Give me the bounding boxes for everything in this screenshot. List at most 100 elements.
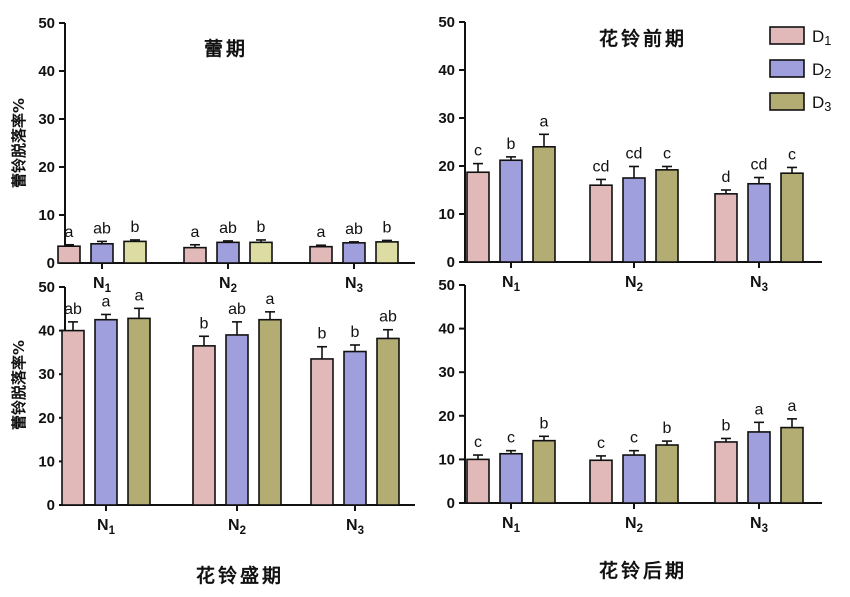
y-tick-label-bud: 10	[38, 207, 55, 224]
significance-label-early: c	[474, 143, 482, 160]
significance-label-early: b	[507, 136, 516, 153]
bar-late-D2-n2	[622, 454, 646, 504]
significance-label-full: a	[102, 293, 111, 310]
x-tick-label-full: N2	[228, 517, 246, 537]
chart-bud: 蕾期 0 10 20 30 40 50 a ab b N1 a ab b N2 a ab b N3	[38, 15, 415, 295]
significance-label-bud: a	[191, 224, 200, 241]
y-axis-title-bottom: 蕾铃脱落率%	[10, 340, 28, 430]
bar-early-D2-n1	[499, 159, 523, 263]
bar-early-D3-n1	[532, 146, 556, 263]
significance-label-bud: ab	[93, 220, 111, 237]
x-tick-label-early: N3	[750, 274, 768, 294]
bar-full-D2-n2	[225, 334, 249, 506]
legend-label-D2: D2	[812, 60, 831, 81]
significance-label-late: c	[474, 434, 482, 451]
bar-bud-D1-n2	[183, 246, 207, 264]
chart-title-late: 花铃后期	[599, 559, 687, 582]
y-tick-label-early: 10	[438, 206, 455, 223]
bar-bud-D3-n3	[375, 241, 399, 264]
legend-label-D3: D3	[812, 93, 831, 114]
y-tick-label-early: 20	[438, 158, 455, 175]
bar-late-D1-n2	[589, 459, 613, 504]
chart-title-early: 花铃前期	[599, 27, 687, 50]
y-tick-label-late: 40	[438, 321, 455, 338]
x-tick-label-late: N1	[502, 515, 521, 535]
y-tick-label-bud: 30	[38, 111, 55, 128]
x-tick-label-late: N3	[750, 515, 768, 535]
y-axis-title-top: 蕾铃脱落率%	[10, 98, 28, 188]
bar-bud-D3-n2	[249, 241, 273, 264]
significance-label-bud: b	[257, 219, 266, 236]
significance-label-bud: ab	[219, 220, 237, 237]
y-tick-label-full: 40	[38, 323, 55, 340]
bar-bud-D1-n3	[309, 245, 333, 264]
y-tick-label-late: 10	[438, 451, 455, 468]
bar-late-D3-n1	[532, 439, 556, 504]
significance-label-late: c	[630, 430, 638, 447]
significance-label-bud: ab	[345, 221, 363, 238]
bar-early-D1-n3	[714, 193, 738, 263]
significance-label-full: b	[200, 315, 209, 332]
bar-early-D3-n2	[655, 169, 679, 263]
bar-bud-D2-n2	[216, 241, 240, 264]
bar-bud-D1-n1	[57, 245, 81, 264]
legend-swatch-D3	[769, 92, 805, 111]
y-tick-label-full: 20	[38, 410, 55, 427]
chart-title-bud: 蕾期	[204, 38, 248, 60]
y-tick-label-late: 0	[447, 495, 455, 512]
x-tick-label-bud: N2	[219, 275, 237, 295]
significance-label-full: b	[318, 326, 327, 343]
bar-early-D1-n1	[466, 171, 490, 263]
significance-label-early: c	[788, 146, 796, 163]
bar-full-D1-n3	[310, 358, 334, 506]
significance-label-full: ab	[228, 301, 246, 318]
y-tick-label-full: 10	[38, 453, 55, 470]
significance-label-late: c	[597, 435, 605, 452]
x-tick-label-full: N1	[97, 517, 116, 537]
bar-early-D2-n3	[747, 182, 771, 263]
bar-late-D1-n1	[466, 458, 490, 504]
bar-full-D3-n3	[376, 337, 400, 506]
y-tick-label-late: 30	[438, 364, 455, 381]
legend-swatch-D1	[769, 26, 805, 45]
significance-label-full: ab	[64, 301, 82, 318]
significance-label-early: d	[722, 169, 731, 186]
bar-bud-D3-n1	[123, 240, 147, 264]
y-tick-label-bud: 40	[38, 63, 55, 80]
legend-swatch-D2	[769, 59, 805, 78]
significance-label-full: b	[351, 324, 360, 341]
chart-full: 花铃盛期 0 10 20 30 40 50 ab a a N1 b ab a N2 b b ab N3	[38, 279, 415, 587]
x-tick-label-early: N2	[625, 274, 643, 294]
significance-label-bud: a	[317, 224, 326, 241]
y-tick-label-full: 30	[38, 366, 55, 383]
bar-full-D3-n1	[127, 317, 151, 506]
significance-label-full: a	[135, 287, 144, 304]
x-tick-label-bud: N1	[93, 275, 112, 295]
y-tick-label-early: 50	[438, 14, 455, 31]
y-tick-label-late: 20	[438, 408, 455, 425]
significance-label-late: b	[722, 417, 731, 434]
bar-late-D3-n2	[655, 444, 679, 504]
x-tick-label-full: N3	[346, 517, 364, 537]
bar-late-D2-n3	[747, 431, 771, 504]
y-tick-label-early: 40	[438, 62, 455, 79]
significance-label-late: a	[788, 398, 797, 415]
significance-label-early: cd	[593, 158, 610, 175]
chart-late: 花铃后期 0 10 20 30 40 50 c c b N1 c c b N2 b a a N3	[438, 277, 822, 582]
significance-label-full: a	[266, 291, 275, 308]
bar-late-D1-n3	[714, 441, 738, 504]
significance-label-bud: b	[131, 219, 140, 236]
x-tick-label-late: N2	[625, 515, 643, 535]
y-tick-label-early: 30	[438, 110, 455, 127]
bar-late-D2-n1	[499, 452, 523, 504]
significance-label-late: c	[507, 430, 515, 447]
y-tick-label-bud: 50	[38, 15, 55, 32]
legend-label-D1: D1	[812, 27, 831, 48]
bar-late-D3-n3	[780, 426, 804, 504]
bar-full-D1-n1	[61, 329, 85, 506]
significance-label-early: a	[540, 113, 549, 130]
significance-label-late: a	[755, 401, 764, 418]
y-tick-label-early: 0	[447, 254, 455, 271]
